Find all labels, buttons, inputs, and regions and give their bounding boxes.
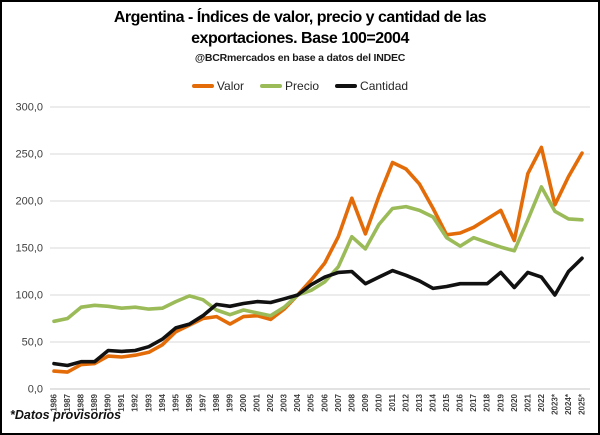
y-axis-tick-label: 100,0 (15, 290, 43, 302)
legend-label-cantidad: Cantidad (360, 79, 409, 93)
x-axis-tick-label: 2016 (456, 393, 465, 411)
chart-title-line1: Argentina - Índices de valor, precio y c… (113, 9, 487, 26)
x-axis-tick-label: 2017 (469, 393, 478, 411)
x-axis-tick-label: 2022 (537, 393, 546, 411)
x-axis-tick-label: 2018 (483, 393, 492, 411)
x-axis-tick-label: 1993 (144, 393, 153, 411)
x-axis-tick-label: 1994 (158, 393, 167, 411)
x-axis-tick-label: 2007 (334, 393, 343, 411)
legend-item-precio: Precio (260, 79, 319, 93)
cantidad-line-swatch (335, 84, 358, 88)
x-axis-tick-label: 2013 (415, 393, 424, 411)
x-axis-tick-label: 2006 (320, 393, 329, 411)
series-valor-line (52, 145, 584, 374)
x-axis-tick-label: 1996 (185, 393, 194, 411)
y-axis-tick-label: 200,0 (15, 196, 43, 208)
legend-item-cantidad: Cantidad (335, 79, 408, 93)
x-axis-tick-label: 2020 (510, 393, 519, 411)
legend-label-precio: Precio (285, 79, 320, 93)
y-axis-tick-label: 300,0 (15, 102, 43, 114)
x-axis-tick-label: 2003 (280, 393, 289, 411)
x-axis-tick-label: 2004 (293, 393, 302, 411)
x-axis-tick-label: 2005 (307, 393, 316, 411)
x-axis-tick-label: 2008 (347, 393, 356, 411)
x-axis-tick-label: 2010 (374, 393, 383, 411)
x-axis-tick-label: 1992 (131, 393, 140, 411)
x-axis-tick-label: 2009 (361, 393, 370, 411)
x-axis-tick-label: 1986 (50, 393, 59, 411)
chart-title: Argentina - Índices de valor, precio y c… (2, 7, 598, 49)
x-axis-tick-label: 1990 (104, 393, 113, 411)
x-axis-tick-label: 2000 (239, 393, 248, 411)
x-axis-tick-label: 2025* (578, 393, 587, 415)
series-cantidad-line (52, 256, 584, 368)
x-axis-tick-label: 2014 (429, 393, 438, 411)
x-axis-tick-label: 1988 (77, 393, 86, 411)
x-axis-tick-label: 2024* (564, 393, 573, 415)
series-precio-line (52, 185, 584, 324)
chart-canvas: 0,0 50,0 100,0 150,0 200,0 250,0 300,0 1986 1987… (15, 102, 590, 415)
x-axis-tick-label: 2011 (388, 393, 397, 411)
x-axis-tick-label: 1987 (63, 393, 72, 411)
chart-title-line2: exportaciones. Base 100=2004 (191, 30, 409, 47)
y-axis-tick-label: 250,0 (15, 149, 43, 161)
x-axis-tick-label: 1997 (198, 393, 207, 411)
x-axis-tick-label: 2002 (266, 393, 275, 411)
x-axis-tick-label: 1995 (171, 393, 180, 411)
x-axis-tick-label: 1991 (117, 393, 126, 411)
legend-item-valor: Valor (191, 79, 245, 93)
x-axis-tick-label: 2023* (550, 393, 559, 415)
x-axis-tick-label: 1999 (226, 393, 235, 411)
x-axis-tick-label: 2019 (496, 393, 505, 411)
x-axis-tick-label: 2001 (253, 393, 262, 411)
precio-line-swatch (260, 84, 283, 88)
x-axis-tick-label: 2015 (442, 393, 451, 411)
x-axis-tick-label: 1989 (90, 393, 99, 411)
x-axis-tick-label: 1998 (212, 393, 221, 411)
y-axis-tick-label: 150,0 (15, 243, 43, 255)
y-axis-tick-label: 0,0 (28, 384, 43, 396)
legend-label-valor: Valor (216, 79, 245, 93)
x-axis-tick-label: 2021 (523, 393, 532, 411)
x-axis-tick-label: 2012 (402, 393, 411, 411)
chart-footnote: *Datos provisorios (10, 408, 122, 422)
chart-legend: Valor Precio Cantidad (2, 77, 598, 95)
valor-line-swatch (191, 84, 214, 88)
chart-subtitle: @BCRmercados en base a datos del INDEC (194, 52, 406, 64)
y-axis-tick-label: 50,0 (22, 337, 43, 349)
